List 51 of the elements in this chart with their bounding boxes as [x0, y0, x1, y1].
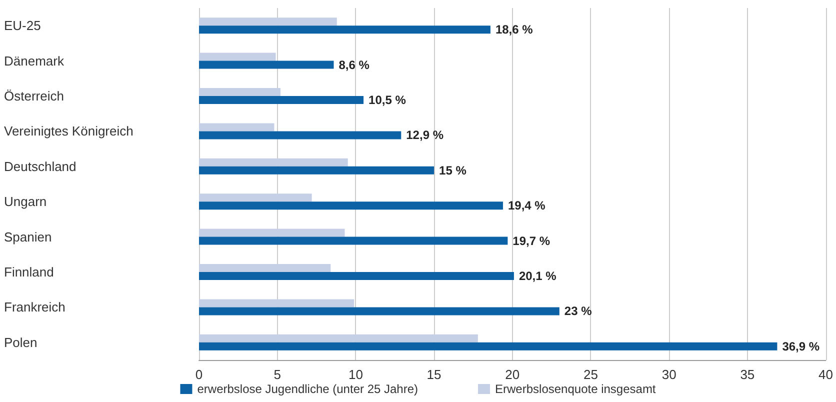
- bar: [199, 158, 348, 166]
- bar: [199, 26, 490, 34]
- bar: [199, 96, 364, 104]
- y-tick-label: EU-25: [4, 18, 41, 34]
- data-label: 19,7 %: [512, 234, 550, 248]
- data-label: 15 %: [439, 163, 467, 178]
- y-tick-label: Deutschland: [4, 158, 76, 174]
- bar: [199, 18, 337, 26]
- y-tick-label: Finnland: [4, 264, 54, 280]
- x-tick-label: 5: [274, 367, 281, 382]
- x-tick-label: 40: [818, 367, 834, 382]
- bar: [199, 299, 354, 308]
- y-tick-label: Polen: [4, 334, 38, 350]
- bar: [199, 334, 478, 342]
- bar: [199, 131, 402, 140]
- bar: [199, 236, 508, 245]
- data-label: 18,6 %: [495, 22, 534, 37]
- y-tick-label: Frankreich: [4, 300, 66, 315]
- bar: [199, 264, 331, 272]
- x-tick-label: 15: [426, 367, 442, 382]
- bar: [199, 88, 280, 96]
- x-tick-label: 10: [348, 367, 363, 382]
- bar: [199, 52, 276, 61]
- data-label: 19,4 %: [508, 198, 546, 213]
- legend-label: Erwerbslosenquote insgesamt: [495, 382, 656, 396]
- bar: [199, 307, 560, 316]
- y-tick-label: Österreich: [4, 88, 64, 104]
- bar: [199, 272, 514, 280]
- x-tick-label: 20: [505, 367, 520, 382]
- bar: [199, 228, 345, 237]
- bar: [199, 166, 434, 174]
- bar: [199, 123, 274, 132]
- bar: [199, 194, 312, 202]
- bar: [199, 202, 503, 210]
- y-tick-label: Vereinigtes Königreich: [4, 124, 134, 139]
- data-label: 12,9 %: [406, 128, 444, 142]
- y-tick-label: Ungarn: [4, 194, 47, 210]
- legend-label: erwerbslose Jugendliche (unter 25 Jahre): [197, 382, 418, 396]
- data-label: 20,1 %: [518, 269, 557, 283]
- x-tick-label: 25: [583, 367, 598, 382]
- data-label: 23 %: [564, 304, 592, 318]
- x-tick-label: 0: [195, 367, 203, 382]
- x-tick-label: 35: [740, 367, 755, 382]
- bar: [199, 60, 334, 69]
- data-label: 10,5 %: [368, 93, 406, 107]
- data-label: 36,9 %: [782, 339, 820, 354]
- bar: [199, 342, 778, 350]
- x-tick-label: 30: [662, 367, 676, 382]
- data-label: 8,6 %: [338, 58, 370, 72]
- y-tick-label: Dänemark: [4, 53, 64, 68]
- y-tick-label: Spanien: [4, 229, 52, 244]
